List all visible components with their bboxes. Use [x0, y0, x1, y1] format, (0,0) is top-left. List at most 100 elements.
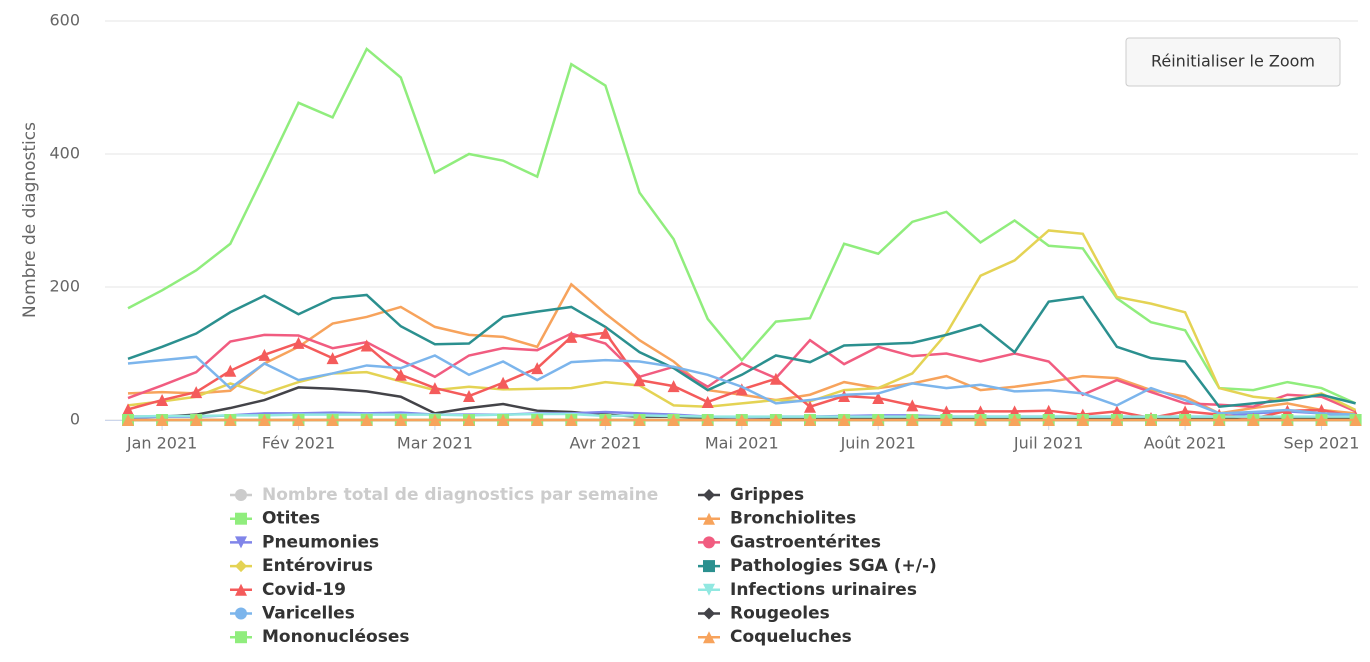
point-marker: [565, 330, 578, 343]
point-marker: [258, 414, 271, 426]
legend-symbol: [703, 631, 715, 644]
legend-label: Rougeoles: [730, 604, 830, 624]
point-marker: [1281, 414, 1294, 426]
point-marker: [769, 372, 782, 385]
legend-symbol: [235, 631, 247, 644]
point-marker: [1315, 414, 1328, 426]
point-marker: [531, 414, 544, 426]
series-line: [127, 354, 1356, 416]
legend-item[interactable]: Pneumonies: [230, 532, 379, 552]
point-marker: [940, 414, 953, 426]
point-marker: [258, 348, 271, 361]
legend-label: Grippes: [730, 485, 804, 505]
point-marker: [463, 414, 475, 426]
point-marker: [1110, 414, 1123, 426]
y-tick-label: 400: [49, 144, 80, 163]
point-marker: [1213, 414, 1226, 426]
point-marker: [1349, 414, 1362, 426]
legend-item[interactable]: Nombre total de diagnostics par semaine: [230, 485, 658, 505]
legend-symbol: [703, 560, 715, 573]
point-marker: [292, 336, 305, 349]
point-marker: [1247, 414, 1260, 426]
point-marker: [599, 326, 612, 339]
point-marker: [838, 414, 851, 426]
legend-symbol: [703, 489, 715, 501]
legend-item[interactable]: Rougeoles: [698, 604, 830, 624]
legend-item[interactable]: Entérovirus: [230, 556, 373, 576]
point-marker: [531, 362, 544, 375]
point-marker: [633, 414, 646, 426]
point-marker: [735, 383, 748, 396]
point-marker: [633, 374, 646, 387]
point-marker: [1145, 414, 1157, 426]
x-tick-label: Juin 2021: [840, 434, 916, 453]
legend-label: Covid-19: [262, 580, 346, 600]
legend-label: Gastroentérites: [730, 532, 881, 552]
legend-label: Nombre total de diagnostics par semaine: [262, 485, 658, 505]
point-marker: [122, 414, 134, 426]
legend-item[interactable]: Bronchiolites: [698, 509, 856, 529]
legend-item[interactable]: Otites: [230, 509, 320, 529]
point-marker: [906, 399, 919, 412]
point-marker: [1008, 414, 1021, 426]
point-marker: [565, 414, 578, 426]
button-label[interactable]: Réinitialiser le Zoom: [1151, 52, 1315, 71]
point-marker: [360, 339, 373, 352]
point-marker: [497, 376, 510, 389]
x-tick-label: Fév 2021: [262, 434, 335, 453]
legend-label: Pneumonies: [262, 532, 379, 552]
legend-item[interactable]: Infections urinaires: [698, 580, 917, 600]
x-tick-label: Juil 2021: [1013, 434, 1084, 453]
point-marker: [394, 368, 407, 381]
point-marker: [838, 390, 851, 403]
point-marker: [360, 414, 373, 426]
y-tick-label: 0: [70, 410, 80, 429]
legend-item[interactable]: Coqueluches: [698, 627, 852, 647]
series-line: [127, 46, 1357, 405]
point-marker: [1179, 414, 1192, 426]
point-marker: [599, 414, 612, 426]
legend-item[interactable]: Varicelles: [230, 604, 355, 624]
point-marker: [804, 400, 816, 413]
point-marker: [156, 394, 169, 407]
legend-symbol: [235, 607, 247, 620]
series-line: [127, 229, 1357, 412]
point-marker: [122, 403, 134, 416]
legend-symbol: [235, 560, 247, 573]
legend-item[interactable]: Grippes: [698, 485, 804, 505]
legend-label: Pathologies SGA (+/-): [730, 556, 937, 576]
point-marker: [906, 414, 919, 426]
point-marker: [497, 414, 510, 426]
legend-symbol: [235, 512, 247, 525]
legend-item[interactable]: Pathologies SGA (+/-): [698, 556, 937, 576]
point-marker: [292, 414, 305, 426]
point-marker: [872, 414, 885, 426]
legend-label: Otites: [262, 509, 320, 529]
legend-item[interactable]: Gastroentérites: [698, 532, 881, 552]
legend-item[interactable]: Mononucléoses: [230, 627, 409, 647]
legend-item[interactable]: Covid-19: [230, 580, 346, 600]
button-bg[interactable]: [1125, 37, 1341, 87]
point-marker: [1042, 404, 1055, 417]
point-marker: [156, 414, 169, 426]
point-marker: [428, 414, 441, 426]
y-tick-label: 600: [49, 11, 80, 30]
legend-label: Varicelles: [262, 604, 355, 624]
reset-zoom-button[interactable]: Réinitialiser le Zoom: [1125, 37, 1341, 87]
point-marker: [769, 414, 782, 426]
point-marker: [701, 414, 714, 426]
legend-symbol: [703, 536, 715, 549]
point-marker: [701, 396, 714, 409]
point-marker: [735, 414, 748, 426]
legend-symbol: [235, 583, 247, 596]
legend-symbol: [703, 583, 715, 596]
legend-label: Coqueluches: [730, 627, 852, 647]
y-axis-title: Nombre de diagnostics: [20, 122, 40, 318]
x-tick-label: Août 2021: [1144, 434, 1227, 453]
point-marker: [1042, 414, 1055, 426]
y-tick-label: 200: [49, 277, 80, 296]
legend-symbol: [235, 536, 247, 549]
point-marker: [326, 414, 339, 426]
series-line: [127, 293, 1356, 409]
point-marker: [667, 414, 680, 426]
